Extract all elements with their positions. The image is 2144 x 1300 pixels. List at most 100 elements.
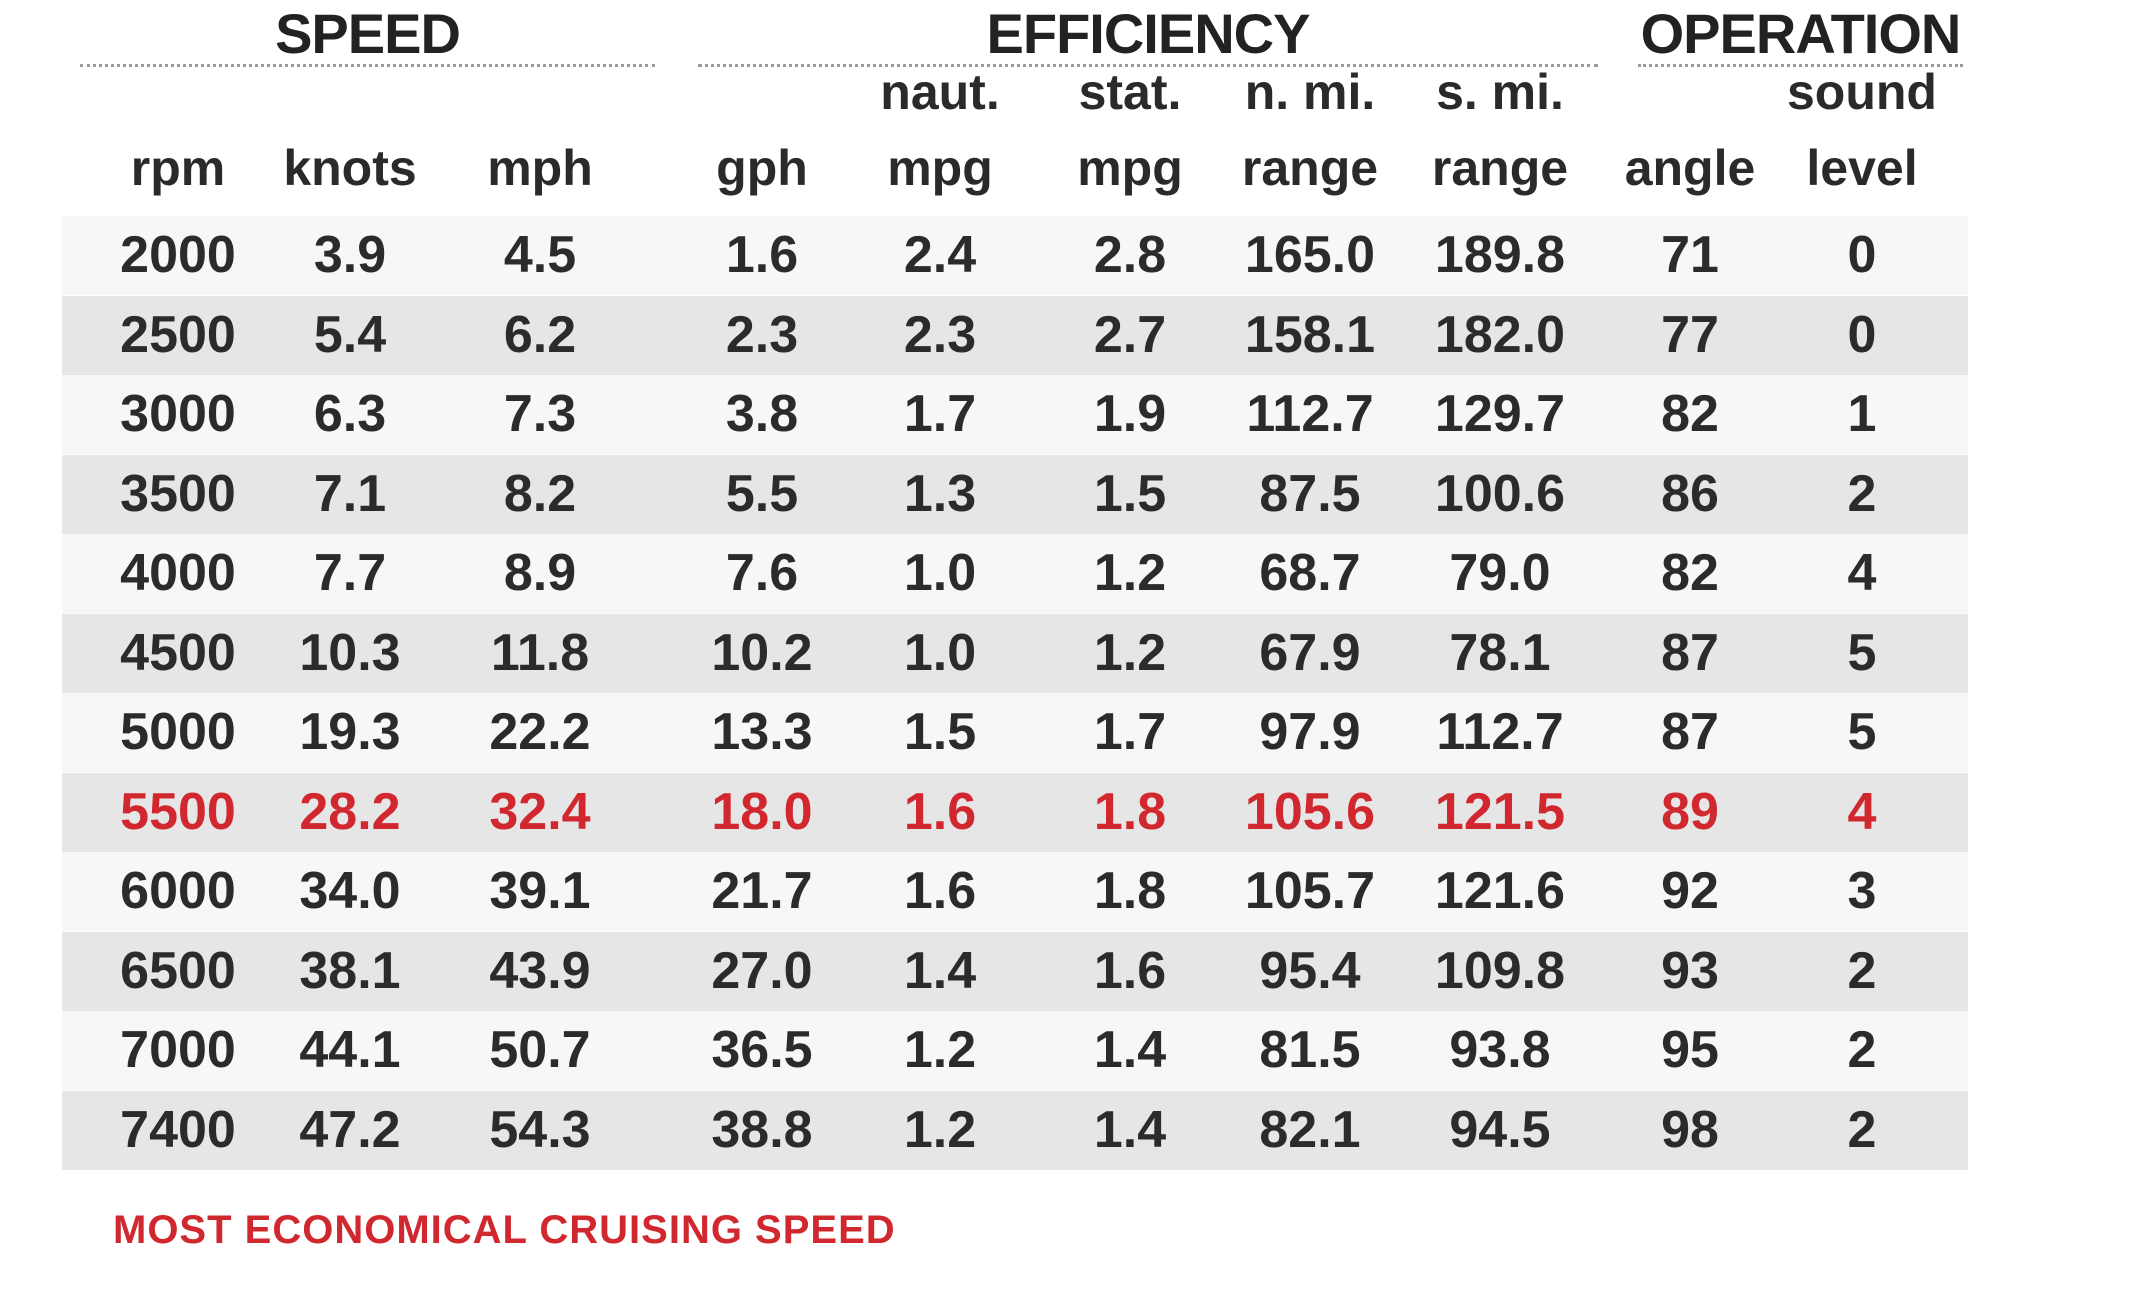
table-cell: 8.2 (503, 464, 577, 523)
table-cell: 5500 (120, 782, 236, 841)
table-cell: 2 (1847, 464, 1877, 523)
table-cell: 0 (1847, 305, 1877, 364)
table-cell: 112.7 (1246, 385, 1374, 443)
table-cell: 10.3 (299, 623, 401, 682)
table-row: 5000 19.3 22.2 13.3 1.5 1.7 97.9 112.7 87 5 (62, 693, 1968, 772)
table-cell: 165.0 (1244, 226, 1376, 284)
table-row: 2500 5.4 6.2 2.3 2.3 2.7 158.1 182.0 77 0 (62, 295, 1968, 375)
column-header-6-line1: stat. (1078, 64, 1182, 120)
table-cell: 7400 (120, 1100, 236, 1159)
table-cell: 22.2 (489, 703, 591, 761)
table-row: 4500 10.3 11.8 10.2 1.0 1.2 67.9 78.1 87 5 (62, 613, 1968, 693)
table-cell: 6.3 (313, 385, 387, 443)
table-cell: 7000 (120, 1021, 236, 1079)
table-cell: 1.7 (1093, 703, 1167, 761)
table-cell: 1.2 (1093, 544, 1167, 602)
table-cell: 0 (1847, 226, 1877, 284)
table-cell: 27.0 (711, 941, 813, 1000)
table-cell: 39.1 (489, 862, 591, 920)
table-cell: 67.9 (1259, 623, 1361, 682)
table-cell: 38.1 (299, 941, 401, 1000)
table-cell: 3.8 (725, 385, 799, 443)
table-cell: 87.5 (1259, 464, 1361, 523)
column-header-10-line2: level (1806, 140, 1918, 196)
table-cell: 4500 (120, 623, 236, 682)
table-cell: 5.4 (313, 305, 387, 364)
table-cell: 1.3 (903, 464, 977, 523)
table-cell: 3.9 (313, 226, 387, 284)
column-header-8-line2: range (1431, 140, 1569, 196)
table-cell: 6000 (120, 862, 236, 920)
group-rule-speed (80, 64, 655, 67)
column-header-8-line1: s. mi. (1436, 64, 1564, 120)
table-cell: 44.1 (299, 1021, 401, 1079)
table-cell: 28.2 (299, 782, 401, 841)
table-cell: 81.5 (1259, 1021, 1361, 1079)
table-cell: 1.4 (903, 941, 977, 1000)
table-cell: 97.9 (1259, 703, 1361, 761)
table-cell: 1.8 (1093, 782, 1167, 841)
table-cell: 109.8 (1434, 941, 1566, 1000)
table-cell: 5000 (120, 703, 236, 761)
table-cell: 50.7 (489, 1021, 591, 1079)
group-title-operation: OPERATION (1640, 2, 1962, 65)
table-cell: 43.9 (489, 941, 591, 1000)
table-cell: 82 (1661, 544, 1719, 602)
table-cell: 4.5 (503, 226, 577, 284)
table-row: 2000 3.9 4.5 1.6 2.4 2.8 165.0 189.8 71 0 (62, 216, 1968, 295)
table-cell: 1.9 (1093, 385, 1167, 443)
table-cell: 121.5 (1434, 782, 1566, 841)
table-cell: 7.6 (725, 544, 799, 602)
table-cell: 1.6 (903, 862, 977, 920)
table-cell: 1.7 (903, 385, 977, 443)
table-cell: 7.1 (313, 464, 387, 523)
table-cell: 7.3 (503, 385, 577, 443)
table-cell: 5 (1847, 623, 1877, 682)
table-cell: 2000 (120, 226, 236, 284)
table-cell: 32.4 (489, 782, 591, 841)
column-header-7-line2: range (1241, 140, 1379, 196)
table-cell: 1.5 (903, 703, 977, 761)
group-rule-efficiency (698, 64, 1598, 67)
table-cell: 34.0 (299, 862, 401, 920)
column-header-7-line1: n. mi. (1244, 64, 1376, 120)
table-cell: 36.5 (711, 1021, 813, 1079)
table-cell: 79.0 (1449, 544, 1551, 602)
table-cell: 189.8 (1434, 226, 1566, 284)
table-cell: 2.3 (903, 305, 977, 364)
table-cell: 11.8 (490, 623, 590, 682)
column-header-10-line1: sound (1787, 64, 1937, 120)
group-title-efficiency: EFFICIENCY (986, 2, 1311, 65)
table-row: 6000 34.0 39.1 21.7 1.6 1.8 105.7 121.6 92 3 (62, 852, 1968, 931)
table-cell: 2 (1847, 1100, 1877, 1159)
table-cell: 1.4 (1093, 1021, 1167, 1079)
table-cell: 4 (1847, 544, 1877, 602)
table-cell: 100.6 (1434, 464, 1566, 523)
column-header-5-line1: naut. (880, 64, 1000, 120)
table-cell: 1.6 (725, 226, 799, 284)
column-header-4-line2: gph (716, 140, 808, 196)
column-header-6-line2: mpg (1077, 140, 1183, 196)
table-cell: 2.3 (725, 305, 799, 364)
table-cell: 71 (1661, 226, 1719, 284)
table-cell: 1.0 (903, 544, 977, 602)
table-cell: 68.7 (1259, 544, 1361, 602)
table-cell: 93.8 (1449, 1021, 1551, 1079)
table-cell: 98 (1661, 1100, 1719, 1159)
table-cell: 4 (1847, 782, 1877, 841)
table-cell: 38.8 (711, 1100, 813, 1159)
table-cell: 6.2 (503, 305, 577, 364)
column-header-5-line2: mpg (887, 140, 993, 196)
table-cell: 6500 (120, 941, 236, 1000)
table-cell: 2.8 (1093, 226, 1167, 284)
table-cell: 1.2 (1093, 623, 1167, 682)
table-row: 4000 7.7 8.9 7.6 1.0 1.2 68.7 79.0 82 4 (62, 534, 1968, 613)
table-cell: 7.7 (313, 544, 387, 602)
table-cell: 129.7 (1434, 385, 1566, 443)
table-row: 3000 6.3 7.3 3.8 1.7 1.9 112.7 129.7 82 1 (62, 375, 1968, 454)
table-cell: 3 (1847, 862, 1877, 920)
table-cell: 2 (1847, 941, 1877, 1000)
table-cell: 2.7 (1093, 305, 1167, 364)
table-cell: 92 (1661, 862, 1719, 920)
